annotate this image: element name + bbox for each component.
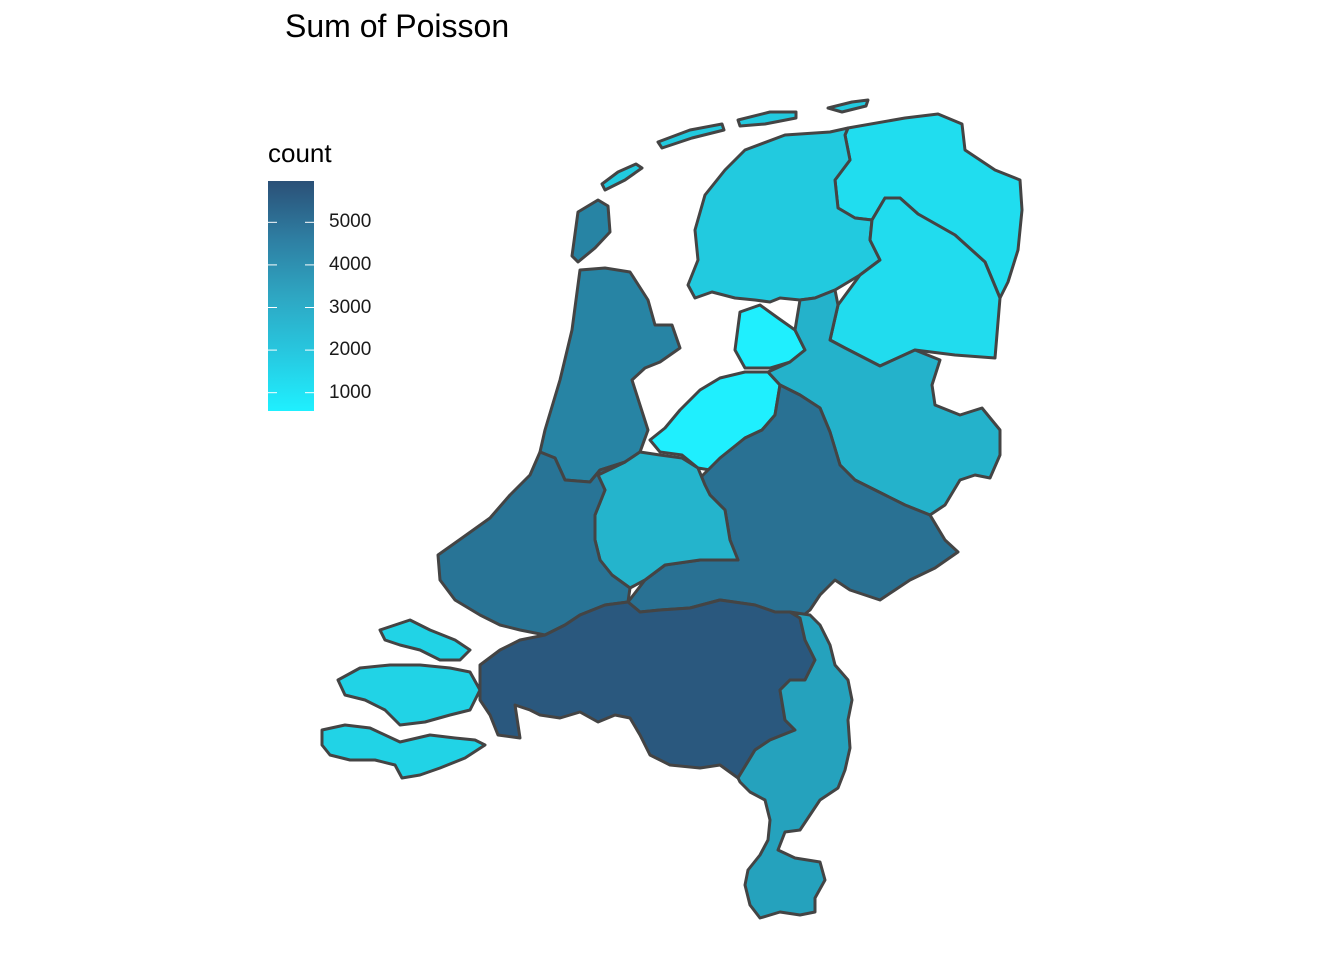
- province-limburg[interactable]: [736, 610, 854, 920]
- province-zeeland[interactable]: [320, 618, 487, 780]
- island-ameland[interactable]: [736, 110, 798, 128]
- province-drenthe[interactable]: [828, 196, 1002, 368]
- legend-colorbar: [268, 181, 314, 411]
- legend-tick-label: 4000: [329, 253, 372, 275]
- legend-tick-label: 1000: [329, 381, 372, 403]
- legend-tick-label: 2000: [329, 339, 372, 361]
- legend-tick-label: 3000: [329, 296, 372, 318]
- legend-title: count: [268, 138, 332, 168]
- map-title: Sum of Poisson: [285, 8, 510, 44]
- island-schiermonnikoog[interactable]: [826, 98, 870, 114]
- island-vlieland[interactable]: [600, 162, 644, 192]
- island-terschelling[interactable]: [656, 122, 726, 150]
- province-noord-holland[interactable]: [538, 266, 682, 484]
- legend-tick-label: 5000: [329, 211, 372, 233]
- island-texel[interactable]: [570, 198, 612, 264]
